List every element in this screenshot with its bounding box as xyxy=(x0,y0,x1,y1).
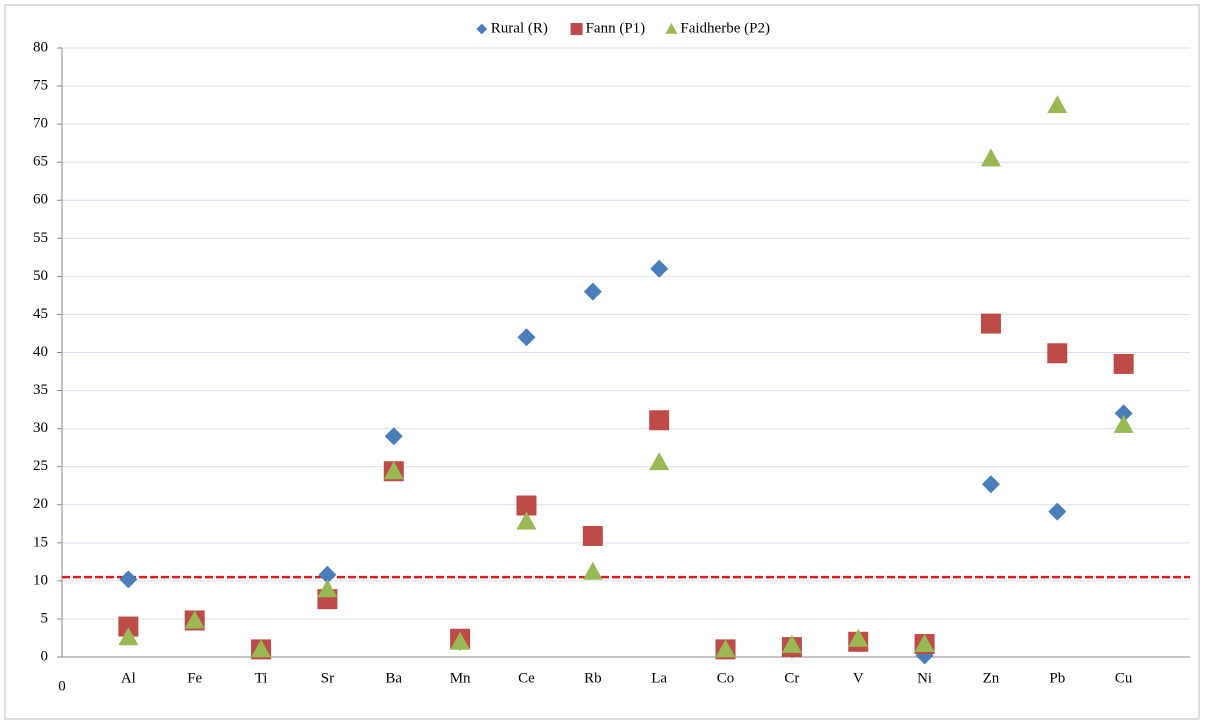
marker xyxy=(517,328,536,347)
y-tick-label: 5 xyxy=(41,610,49,626)
marker xyxy=(715,639,736,658)
y-tick-label: 65 xyxy=(33,154,48,170)
marker xyxy=(848,628,869,647)
y-tick-label: 60 xyxy=(33,192,48,208)
marker xyxy=(649,452,670,471)
frame xyxy=(4,4,1200,720)
y-tick-label: 75 xyxy=(33,78,48,94)
marker xyxy=(582,561,603,580)
marker xyxy=(914,634,935,653)
marker xyxy=(384,427,403,446)
marker xyxy=(582,525,603,546)
x-category-label: Cr xyxy=(784,670,799,686)
x-category-label: Ni xyxy=(917,670,932,686)
marker xyxy=(981,475,1000,494)
y-tick-label: 80 xyxy=(33,39,48,55)
y-tick-label: 30 xyxy=(33,420,48,436)
x-category-label: Co xyxy=(717,670,735,686)
x-category-label: Pb xyxy=(1049,670,1065,686)
x-category-label: Mn xyxy=(450,670,471,686)
x-category-label: Al xyxy=(121,670,136,686)
y-tick-label: 40 xyxy=(33,344,48,360)
marker xyxy=(649,410,670,431)
x-category-label: Zn xyxy=(983,670,1000,686)
y-tick-label: 20 xyxy=(33,496,48,512)
marker xyxy=(119,570,138,589)
x-category-label: Ce xyxy=(518,670,535,686)
marker xyxy=(583,282,602,301)
y-tick-label: 25 xyxy=(33,458,48,474)
marker xyxy=(251,639,272,658)
marker xyxy=(1047,343,1068,364)
marker xyxy=(1048,502,1067,521)
y-tick-label: 50 xyxy=(33,268,48,284)
y-tick-label: 10 xyxy=(33,572,48,588)
marker xyxy=(318,565,337,584)
x-category-label: Cu xyxy=(1115,670,1133,686)
legend-label: Rural (R) xyxy=(491,20,548,36)
legend-marker xyxy=(476,23,488,35)
x-category-label: V xyxy=(853,670,864,686)
marker xyxy=(516,511,537,530)
marker xyxy=(1047,95,1068,114)
marker xyxy=(118,616,139,637)
x-category-label: Sr xyxy=(321,670,334,686)
marker xyxy=(1113,353,1134,374)
x-category-label: Ti xyxy=(255,670,268,686)
y-tick-label: 35 xyxy=(33,382,48,398)
legend-label: Fann (P1) xyxy=(586,20,646,36)
legend-marker xyxy=(570,22,583,35)
x-category-label: Fe xyxy=(187,670,202,686)
marker xyxy=(450,631,471,650)
marker xyxy=(118,627,139,646)
marker xyxy=(516,495,537,516)
legend-marker xyxy=(665,22,678,34)
y-tick-label: 45 xyxy=(33,306,48,322)
y-tick-label: 70 xyxy=(33,116,48,132)
marker xyxy=(317,579,338,598)
marker xyxy=(184,610,205,629)
marker xyxy=(383,461,404,480)
x-category-label: Ba xyxy=(385,670,402,686)
y-tick-label: 55 xyxy=(33,230,48,246)
marker xyxy=(980,148,1001,167)
marker xyxy=(781,634,802,653)
marker xyxy=(1114,404,1133,423)
legend-label: Faidherbe (P2) xyxy=(680,20,770,36)
marker xyxy=(650,259,669,278)
y-tick-label: 0 xyxy=(41,648,49,664)
x-tick-label: 0 xyxy=(58,678,66,694)
marker xyxy=(1113,414,1134,433)
x-category-label: La xyxy=(651,670,667,686)
y-tick-label: 15 xyxy=(33,534,48,550)
marker xyxy=(980,313,1001,334)
x-category-label: Rb xyxy=(584,670,602,686)
